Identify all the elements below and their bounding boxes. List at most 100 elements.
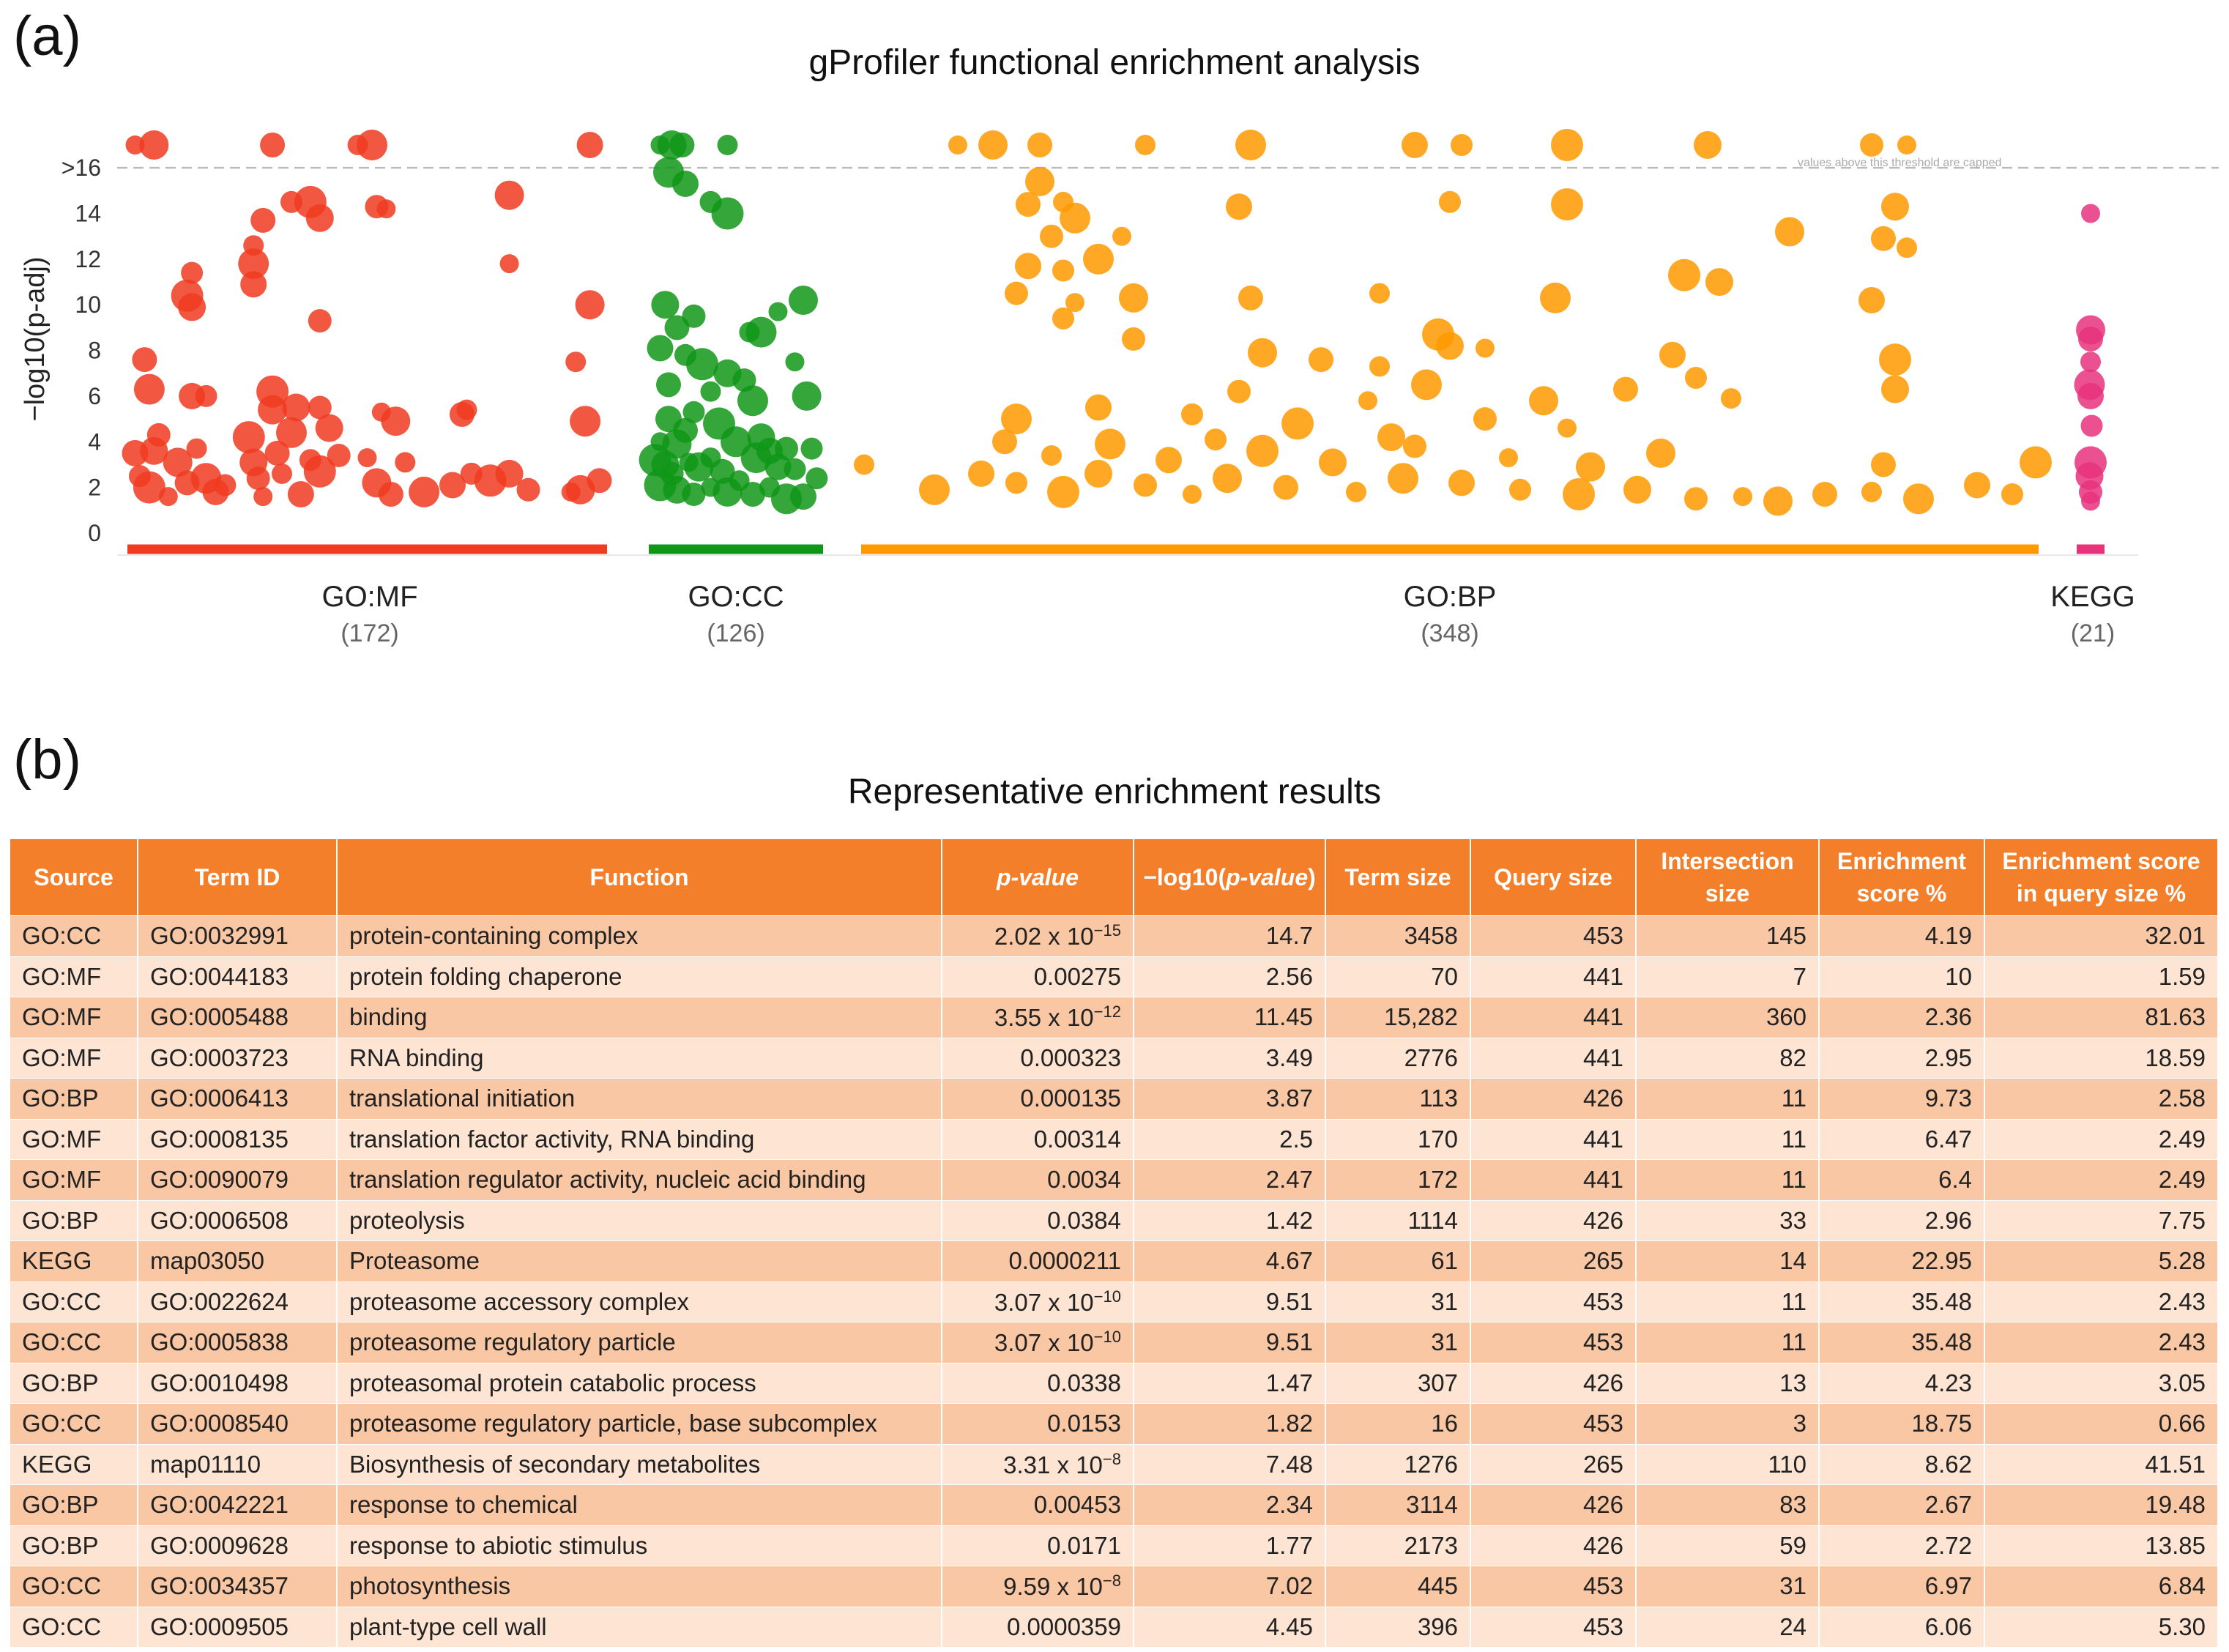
table-cell: 11: [1636, 1159, 1820, 1200]
data-point-go-bp: [1897, 237, 1917, 258]
data-point-go-bp: [1065, 293, 1084, 313]
table-cell: 0.0338: [942, 1362, 1134, 1404]
data-point-go-bp: [1858, 287, 1885, 313]
source-count: (348): [1421, 620, 1478, 647]
panel-b-label: (b): [13, 729, 81, 791]
data-point-go-mf: [238, 248, 269, 280]
table-cell: 3.49: [1134, 1037, 1326, 1079]
data-point-go-bp: [1861, 481, 1882, 502]
source-count: (126): [707, 620, 764, 647]
data-point-go-bp: [1964, 472, 1990, 499]
data-point-go-mf: [576, 132, 603, 158]
table-cell: 265: [1470, 1240, 1637, 1281]
data-point-go-mf: [495, 459, 524, 488]
data-point-go-mf: [246, 466, 270, 491]
data-point-go-cc: [792, 381, 822, 411]
table-cell: 2.5: [1134, 1118, 1326, 1160]
table-cell: GO:0005838: [138, 1322, 338, 1363]
table-cell: Biosynthesis of secondary metabolites: [337, 1443, 942, 1485]
data-point-go-bp: [1346, 481, 1366, 502]
table-row: GO:CC GO:0034357 photosynthesis 9.59 x 10−8…: [10, 1566, 2217, 1607]
table-cell: 18.59: [1984, 1037, 2217, 1079]
data-point-go-bp: [2020, 446, 2052, 479]
data-point-go-bp: [1388, 463, 1418, 494]
data-point-go-mf: [395, 452, 416, 473]
data-point-go-cc: [768, 302, 788, 321]
table-cell: GO:CC: [10, 1322, 138, 1363]
data-point-go-bp: [1015, 253, 1041, 280]
table-row: GO:MF GO:0005488 binding 3.55 x 10−12 11.45 1…: [10, 997, 2217, 1038]
table-cell: 3114: [1325, 1484, 1471, 1525]
data-point-go-bp: [1027, 133, 1052, 157]
data-point-kegg: [2080, 351, 2101, 373]
data-point-go-mf: [303, 455, 336, 488]
data-point-go-bp: [1181, 403, 1203, 425]
table-cell: 0.000135: [942, 1078, 1134, 1119]
data-point-kegg: [2078, 327, 2103, 351]
table-cell: translation factor activity, RNA binding: [337, 1118, 942, 1160]
y-tick-label: 12: [75, 246, 101, 272]
table-cell: 453: [1470, 1606, 1637, 1647]
table-cell: 0.0171: [942, 1525, 1134, 1566]
table-cell: 3458: [1325, 915, 1471, 956]
data-point-go-bp: [1112, 226, 1131, 246]
table-cell: 426: [1470, 1078, 1637, 1119]
data-point-go-mf: [378, 482, 403, 507]
table-cell: 11: [1636, 1322, 1820, 1363]
data-point-go-bp: [1871, 452, 1896, 477]
data-point-go-bp: [1052, 259, 1074, 282]
table-cell: GO:MF: [10, 1037, 138, 1079]
table-cell: 6.4: [1819, 1159, 1985, 1200]
table-cell: GO:BP: [10, 1078, 138, 1119]
source-label: GO:BP: [1404, 581, 1497, 613]
data-point-go-bp: [1025, 166, 1054, 196]
data-point-go-mf: [133, 471, 165, 504]
table-cell: 2.67: [1819, 1484, 1985, 1525]
table-cell: 0.000323: [942, 1037, 1134, 1079]
table-cell: 453: [1470, 915, 1637, 956]
data-point-go-cc: [656, 372, 681, 398]
table-cell: GO:0034357: [138, 1566, 338, 1607]
data-point-go-cc: [712, 477, 743, 507]
data-point-go-bp: [1122, 327, 1145, 351]
data-point-go-bp: [1060, 202, 1090, 234]
table-cell: 7.75: [1984, 1199, 2217, 1241]
data-point-go-bp: [1684, 487, 1708, 511]
data-point-go-mf: [282, 393, 310, 422]
data-point-go-cc: [764, 453, 792, 480]
data-point-go-mf: [232, 421, 265, 454]
data-point-go-cc: [737, 385, 768, 417]
data-point-go-bp: [1694, 131, 1722, 159]
manhattan-plot: 0 2 4 6 8 10 12 14 >16 −log10(p-adj) values above …: [20, 129, 2219, 647]
data-point-go-cc: [790, 483, 816, 510]
table-cell: GO:0042221: [138, 1484, 338, 1525]
table-cell: 6.06: [1819, 1606, 1985, 1647]
table-cell: 3: [1636, 1403, 1820, 1444]
data-point-go-mf: [139, 130, 169, 160]
data-point-go-bp: [1227, 379, 1251, 403]
data-point-go-bp: [1358, 391, 1377, 411]
table-cell: GO:0008135: [138, 1118, 338, 1160]
table-cell: 11: [1636, 1078, 1820, 1119]
table-cell: GO:0003723: [138, 1037, 338, 1079]
data-point-go-bp: [1563, 478, 1595, 510]
table-row: KEGG map01110 Biosynthesis of secondary me…: [10, 1443, 2217, 1485]
table-row: GO:MF GO:0090079 translation regulator act…: [10, 1159, 2217, 1200]
data-point-go-bp: [1134, 473, 1157, 497]
data-point-go-cc: [784, 458, 806, 480]
table-row: GO:MF GO:0003723 RNA binding 0.000323 3.49 27…: [10, 1037, 2217, 1079]
table-cell: 11: [1636, 1281, 1820, 1322]
table-cell: 24: [1636, 1606, 1820, 1647]
data-point-go-bp: [1377, 423, 1405, 452]
table-cell: 2.49: [1984, 1159, 2217, 1200]
table-row: GO:BP GO:0042221 response to chemical 0.004…: [10, 1484, 2217, 1525]
data-point-go-bp: [919, 474, 950, 505]
table-cell: 2.72: [1819, 1525, 1985, 1566]
table-cell: 83: [1636, 1484, 1820, 1525]
data-point-go-bp: [1246, 434, 1279, 467]
data-point-go-bp: [1659, 341, 1686, 368]
data-point-go-bp: [948, 135, 967, 155]
table-cell: 4.23: [1819, 1362, 1985, 1404]
table-cell: 145: [1636, 915, 1820, 956]
table-cell: 0.0034: [942, 1159, 1134, 1200]
